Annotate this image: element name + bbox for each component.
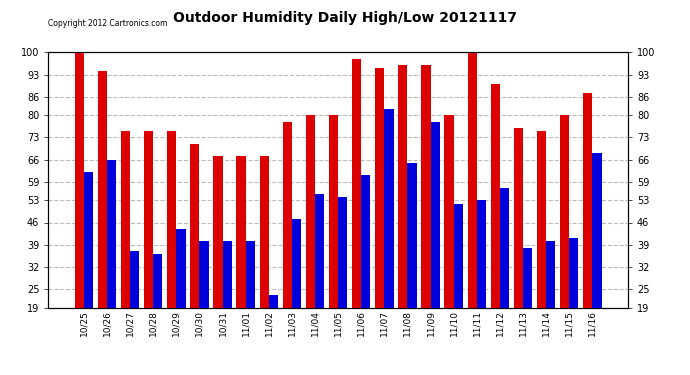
Bar (560, 116, 569, 308)
Bar (306, 116, 315, 308)
Bar (422, 65, 431, 308)
Bar (130, 251, 139, 308)
Bar (384, 109, 393, 307)
Bar (523, 248, 532, 308)
Bar (259, 156, 269, 308)
Bar (190, 144, 199, 308)
Text: Low  (%): Low (%) (477, 28, 518, 37)
Text: High  (%): High (%) (535, 28, 579, 37)
Bar (444, 116, 453, 308)
Text: Outdoor Humidity Daily High/Low 20121117: Outdoor Humidity Daily High/Low 20121117 (173, 11, 517, 25)
Bar (453, 204, 463, 308)
Bar (246, 242, 255, 308)
Bar (213, 156, 223, 308)
Bar (431, 122, 440, 308)
Bar (569, 238, 578, 308)
Bar (329, 116, 338, 308)
Bar (283, 122, 292, 308)
Bar (500, 188, 509, 308)
Bar (583, 93, 592, 308)
Bar (177, 229, 186, 308)
Bar (361, 175, 371, 308)
Bar (375, 68, 384, 308)
Bar (491, 84, 500, 308)
Bar (98, 71, 107, 308)
Bar (75, 53, 84, 308)
Bar (514, 128, 523, 308)
Bar (223, 242, 232, 308)
Bar (477, 201, 486, 308)
Bar (546, 242, 555, 308)
Bar (468, 53, 477, 308)
Bar (338, 197, 347, 308)
Bar (352, 59, 361, 308)
Bar (144, 131, 153, 308)
Bar (237, 156, 246, 308)
Bar (167, 131, 177, 308)
Bar (107, 159, 116, 308)
Bar (269, 295, 278, 307)
Text: Copyright 2012 Cartronics.com: Copyright 2012 Cartronics.com (48, 20, 168, 28)
Bar (84, 172, 93, 308)
Bar (292, 219, 301, 308)
Bar (121, 131, 130, 308)
Bar (407, 163, 417, 308)
Bar (199, 242, 208, 308)
Bar (592, 153, 602, 308)
Bar (398, 65, 407, 308)
Bar (153, 254, 162, 308)
Bar (537, 131, 546, 308)
Bar (315, 194, 324, 308)
FancyBboxPatch shape (466, 20, 524, 45)
FancyBboxPatch shape (524, 20, 628, 45)
